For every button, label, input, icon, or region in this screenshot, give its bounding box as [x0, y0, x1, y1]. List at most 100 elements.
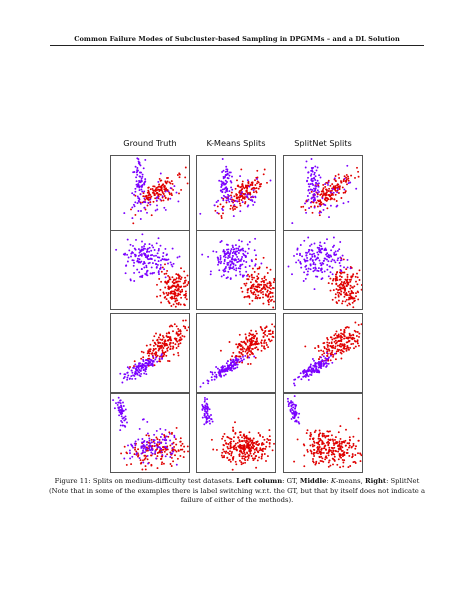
scatter-point: [326, 338, 329, 341]
scatter-point: [225, 362, 228, 365]
scatter-point: [348, 454, 351, 457]
scatter-point: [238, 459, 241, 462]
scatter-point: [322, 451, 325, 454]
scatter-point: [234, 356, 237, 359]
scatter-point: [340, 340, 343, 343]
scatter-point: [339, 466, 342, 469]
scatter-point: [324, 183, 327, 186]
scatter-point: [302, 280, 305, 282]
scatter-point: [163, 353, 166, 356]
scatter-point: [136, 260, 139, 263]
scatter-point: [246, 196, 249, 199]
scatter-point: [138, 365, 141, 368]
scatter-point: [143, 181, 146, 184]
scatter-point: [125, 264, 127, 267]
scatter-point: [263, 283, 266, 286]
scatter-point: [254, 285, 257, 288]
scatter-point: [244, 455, 247, 458]
scatter-point: [309, 373, 312, 376]
scatter-point: [308, 192, 311, 195]
scatter-point: [127, 374, 130, 377]
scatter-point: [223, 270, 226, 273]
scatter-point: [314, 263, 317, 266]
scatter-point: [184, 276, 187, 279]
scatter-point: [223, 370, 226, 373]
scatter-point: [340, 454, 342, 457]
scatter-point: [239, 263, 242, 266]
scatter-point: [241, 256, 244, 258]
scatter-point: [238, 202, 241, 205]
scatter-point: [180, 296, 183, 299]
scatter-point: [165, 335, 168, 337]
scatter-point: [333, 177, 336, 180]
scatter-point: [138, 427, 141, 430]
scatter-point: [232, 250, 235, 253]
scatter-point: [243, 282, 246, 285]
scatter-point: [316, 189, 319, 192]
scatter-point: [231, 364, 234, 367]
scatter-point: [177, 200, 180, 203]
scatter-point: [173, 185, 176, 188]
scatter-point: [313, 254, 316, 257]
scatter-point: [145, 448, 148, 450]
scatter-point: [140, 177, 143, 180]
scatter-point: [340, 338, 343, 341]
scatter-point: [313, 242, 316, 245]
scatter-point: [165, 298, 168, 301]
scatter-point: [134, 213, 137, 216]
scatter-point: [322, 208, 325, 211]
scatter-point: [234, 442, 237, 445]
scatter-point: [252, 459, 255, 462]
scatter-point: [348, 438, 351, 441]
scatter-point: [339, 447, 342, 450]
scatter-point: [248, 275, 251, 278]
scatter-point: [323, 347, 326, 350]
scatter-point: [139, 459, 142, 462]
scatter-point: [137, 455, 139, 458]
scatter-point: [242, 186, 245, 188]
scatter-point: [245, 437, 248, 440]
scatter-point: [356, 339, 359, 342]
scatter-point: [140, 350, 143, 353]
scatter-point: [346, 258, 349, 261]
scatter-point: [238, 350, 241, 353]
scatter-point: [131, 251, 134, 254]
scatter-point: [329, 464, 332, 467]
scatter-point: [241, 194, 244, 197]
scatter-point: [345, 268, 348, 271]
scatter-point: [260, 342, 263, 345]
scatter-point: [316, 179, 319, 182]
scatter-point: [160, 185, 163, 188]
scatter-point: [354, 340, 357, 343]
scatter-point: [335, 200, 338, 202]
scatter-point: [158, 256, 161, 259]
scatter-point: [138, 369, 141, 371]
scatter-point: [215, 376, 218, 379]
scatter-point: [316, 205, 319, 208]
scatter-point: [337, 350, 340, 352]
scatter-point: [329, 184, 332, 187]
scatter-point: [186, 274, 189, 277]
scatter-point: [144, 468, 147, 471]
scatter-point: [326, 238, 328, 241]
scatter-point: [331, 282, 334, 285]
scatter-point: [228, 171, 231, 174]
scatter-point: [167, 435, 170, 438]
scatter-point: [352, 342, 355, 345]
scatter-point: [175, 443, 178, 446]
scatter-point: [144, 364, 147, 367]
scatter-point: [333, 455, 336, 458]
scatter-point: [317, 437, 320, 440]
scatter-point: [352, 334, 355, 337]
scatter-point: [156, 189, 158, 192]
scatter-point: [258, 286, 261, 289]
scatter-point: [235, 269, 238, 272]
scatter-point: [241, 183, 244, 186]
scatter-point: [325, 455, 328, 458]
scatter-point: [309, 365, 312, 368]
scatter-point: [224, 191, 227, 194]
scatter-point: [234, 421, 236, 424]
scatter-point: [306, 270, 309, 273]
scatter-point: [164, 276, 167, 279]
scatter-point: [155, 444, 157, 447]
